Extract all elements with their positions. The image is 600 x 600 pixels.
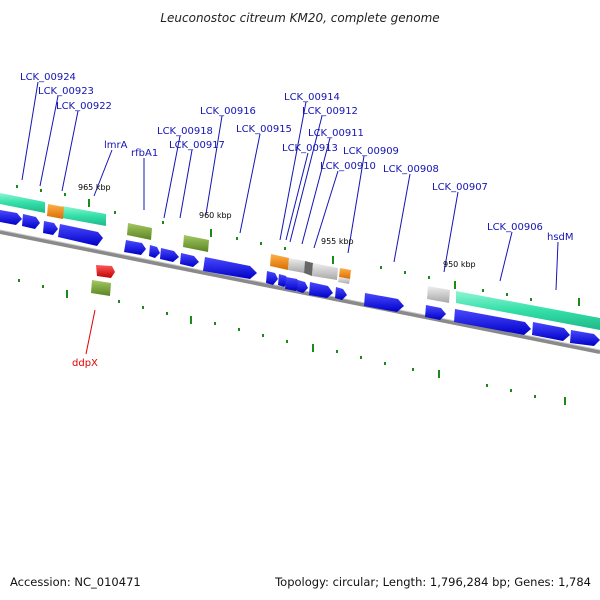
- cds-arrow: [297, 280, 308, 293]
- cds-arrow: [335, 287, 347, 300]
- tick-label: 960 kbp: [199, 211, 232, 220]
- gene-label: LCK_00916: [200, 106, 256, 117]
- gene-label: LCK_00911: [308, 128, 364, 139]
- gene-label: LCK_00910: [320, 161, 376, 172]
- orange-feature: [339, 268, 351, 279]
- cds-arrow: [149, 245, 160, 258]
- gene-label: LCK_00912: [302, 106, 358, 117]
- gene-label: LCK_00909: [343, 146, 399, 157]
- cds-arrow: [43, 221, 58, 235]
- cds-arrow: [0, 210, 22, 225]
- gene-label: hsdM: [547, 232, 574, 243]
- cds-arrow: [454, 309, 531, 335]
- gene-labels: LCK_00924 LCK_00923 LCK_00922 lmrA rfbA1…: [20, 72, 574, 369]
- gene-label: LCK_00922: [56, 101, 112, 112]
- genome-summary-text: Topology: circular; Length: 1,796,284 bp…: [274, 575, 591, 589]
- cds-arrow: [203, 257, 257, 279]
- gray-feature: [312, 263, 338, 280]
- cds-track: [0, 210, 600, 346]
- rrna-feature: [456, 291, 600, 330]
- leader-lines: [21, 81, 559, 355]
- orange-feature: [47, 204, 64, 219]
- gene-label: LCK_00915: [236, 124, 292, 135]
- cds-arrow: [425, 305, 446, 320]
- tick-label: 955 kbp: [321, 237, 354, 246]
- gc-skew-track: [0, 193, 600, 330]
- cds-arrow: [160, 248, 179, 262]
- gray-feature: [427, 286, 450, 303]
- gray-feature: [338, 277, 350, 284]
- cds-arrow: [364, 293, 404, 312]
- gene-label: LCK_00918: [157, 126, 213, 137]
- gray-feature: [288, 258, 305, 273]
- cds-arrow: [58, 224, 103, 246]
- gene-label: LCK_00906: [487, 222, 543, 233]
- olive-feature: [91, 280, 111, 296]
- cds-arrow: [309, 282, 333, 298]
- tick-label: 965 kbp: [78, 183, 111, 192]
- gene-label: LCK_00924: [20, 72, 76, 83]
- red-feature: [96, 265, 115, 278]
- cds-arrow: [180, 253, 199, 267]
- cds-arrow: [124, 240, 146, 255]
- orange-feature: [270, 254, 289, 270]
- gene-label: ddpX: [72, 358, 98, 369]
- gene-label: LCK_00908: [383, 164, 439, 175]
- gene-label: rfbA1: [131, 148, 158, 159]
- cds-arrow: [285, 277, 301, 291]
- olive-feature: [127, 223, 152, 240]
- gene-label: LCK_00914: [284, 92, 340, 103]
- cds-arrow: [266, 271, 278, 285]
- gene-label: LCK_00917: [169, 140, 225, 151]
- rrna-feature: [0, 193, 45, 213]
- cds-arrow: [570, 330, 600, 346]
- gene-label: LCK_00913: [282, 143, 338, 154]
- gene-label: LCK_00923: [38, 86, 94, 97]
- scale-labels: 965 kbp 960 kbp 955 kbp 950 kbp: [78, 183, 476, 269]
- chart-title: Leuconostoc citreum KM20, complete genom…: [160, 11, 439, 25]
- scale-dots: [16, 185, 580, 405]
- cds-arrow: [22, 214, 40, 229]
- cds-arrow: [532, 322, 570, 341]
- gene-label: LCK_00907: [432, 182, 488, 193]
- dark-gray-feature: [304, 261, 313, 276]
- tick-label: 950 kbp: [443, 260, 476, 269]
- rrna-feature: [62, 206, 106, 226]
- gene-label: lmrA: [104, 140, 128, 151]
- accession-text: Accession: NC_010471: [10, 575, 141, 589]
- olive-feature: [183, 235, 209, 252]
